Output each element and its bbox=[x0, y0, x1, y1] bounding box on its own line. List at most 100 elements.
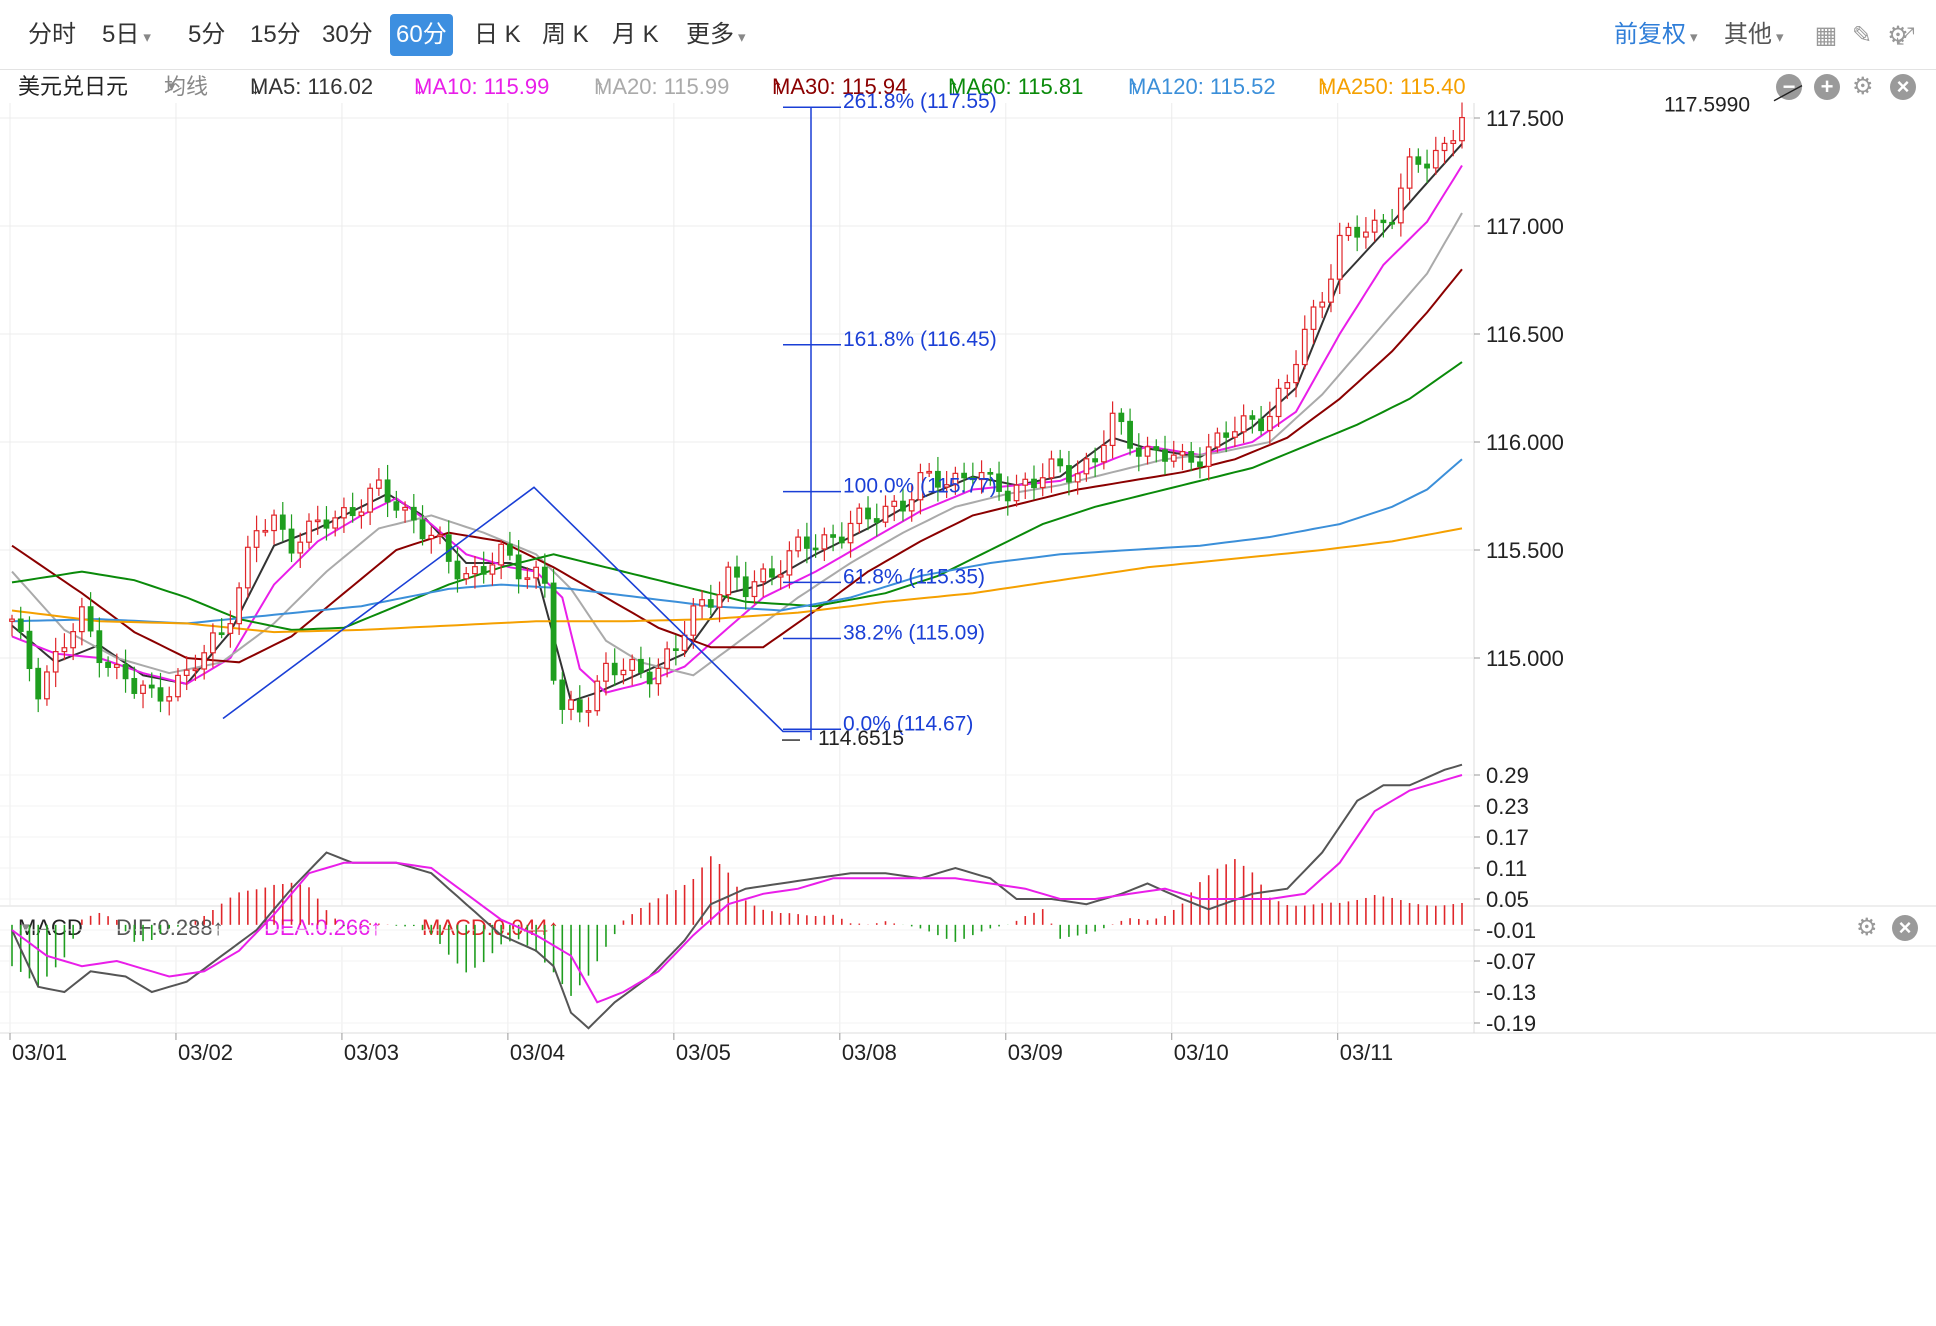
candle-body bbox=[113, 664, 120, 668]
chevron-down-icon: ▾ bbox=[1690, 29, 1698, 46]
adjust-dropdown[interactable]: 前复权 ▾ bbox=[1614, 14, 1698, 56]
candle-body bbox=[1223, 432, 1230, 438]
close-icon[interactable]: × bbox=[1890, 74, 1916, 100]
candle-body bbox=[594, 680, 601, 712]
candle-body bbox=[1170, 454, 1177, 462]
candle-body bbox=[297, 541, 304, 554]
candle-body bbox=[725, 566, 732, 596]
candle-body bbox=[1188, 451, 1195, 463]
wave-zigzag-line bbox=[222, 486, 811, 733]
candle-body bbox=[367, 487, 374, 513]
tab-15min[interactable]: 15分 bbox=[250, 21, 301, 48]
candle-body bbox=[856, 507, 863, 525]
candle-body bbox=[402, 506, 408, 511]
tab-daily-k[interactable]: 日 K bbox=[474, 21, 521, 48]
candle-body bbox=[847, 522, 854, 544]
line-ma250 bbox=[11, 527, 1463, 634]
candle-body bbox=[1013, 484, 1020, 502]
macd-tick-label: -0.19 bbox=[1486, 1011, 1536, 1036]
tab-weekly-k[interactable]: 周 K bbox=[542, 21, 589, 48]
expand-icon[interactable]: ⤢ bbox=[1895, 23, 1915, 50]
candle-body bbox=[742, 576, 749, 598]
line-ma120 bbox=[11, 458, 1463, 625]
candle-body bbox=[524, 577, 531, 580]
candle-body bbox=[812, 547, 819, 551]
candle-body bbox=[218, 632, 225, 636]
gear-icon[interactable]: ⚙ bbox=[1852, 73, 1874, 100]
candle-body bbox=[629, 658, 636, 671]
candle-body bbox=[131, 678, 138, 694]
candle-body bbox=[1057, 458, 1064, 467]
candle-body bbox=[1301, 328, 1308, 366]
grid-layout-icon[interactable]: ▦ bbox=[1814, 22, 1838, 49]
candle-body bbox=[734, 566, 740, 578]
tab-timeshare[interactable]: 分时 bbox=[28, 21, 76, 48]
line-ma10 bbox=[11, 164, 1463, 694]
candle-body bbox=[803, 536, 810, 549]
period-toolbar: 分时 5日 ▾ 5分 15分 30分 60分 日 K 周 K 月 K 更多 ▾ 前复… bbox=[0, 0, 1936, 70]
candle-body bbox=[498, 543, 505, 566]
candle-body bbox=[26, 630, 33, 670]
macd-tick-label: 0.29 bbox=[1486, 763, 1529, 788]
price-axis: 117.500 117.000 116.500 116.000 115.500 115.0… bbox=[1474, 106, 1564, 1036]
candle-body bbox=[961, 472, 968, 479]
grid-lines bbox=[0, 103, 1936, 1034]
candle-body bbox=[480, 566, 487, 575]
candle-body bbox=[210, 632, 216, 654]
chevron-down-icon: ▾ bbox=[22, 919, 30, 936]
price-tick-label: 116.000 bbox=[1486, 430, 1564, 455]
date-label: 03/03 bbox=[344, 1040, 399, 1065]
macd-value: MACD:0.044↑ bbox=[422, 915, 559, 940]
candle-body bbox=[44, 671, 50, 700]
candle-body bbox=[699, 599, 705, 607]
candle-body bbox=[969, 477, 976, 481]
candle-body bbox=[87, 606, 94, 632]
candle-body bbox=[341, 507, 347, 519]
candle-body bbox=[70, 631, 77, 649]
candle-body bbox=[410, 506, 417, 521]
tab-60min[interactable]: 60分 bbox=[390, 14, 453, 56]
tab-30min[interactable]: 30分 bbox=[322, 21, 373, 48]
chevron-down-icon: ▾ bbox=[738, 29, 746, 46]
candle-body bbox=[751, 581, 758, 598]
candle-body bbox=[306, 520, 312, 543]
candle-body bbox=[1415, 156, 1422, 165]
candle-body bbox=[1127, 420, 1133, 449]
minus-icon[interactable]: − bbox=[1776, 74, 1802, 100]
candle-body bbox=[1424, 163, 1430, 169]
indicator-label: 均线 bbox=[164, 74, 209, 99]
gear-icon[interactable]: ⚙ bbox=[1856, 914, 1878, 941]
candle-body bbox=[1066, 465, 1072, 483]
plus-icon[interactable]: + bbox=[1814, 74, 1840, 100]
dif-value: DIF:0.288↑ bbox=[116, 915, 224, 940]
candle-body bbox=[559, 679, 566, 710]
tab-5min[interactable]: 5分 bbox=[188, 21, 226, 48]
macd-panel bbox=[11, 763, 1463, 1030]
candle-body bbox=[646, 671, 653, 685]
close-icon[interactable]: × bbox=[1892, 915, 1918, 941]
more-menu[interactable]: 更多 ▾ bbox=[680, 14, 752, 56]
candle-body bbox=[515, 554, 522, 580]
macd-tick-label: 0.23 bbox=[1486, 794, 1529, 819]
candle-body bbox=[707, 599, 714, 608]
candle-body bbox=[61, 647, 68, 653]
draw-pen-icon[interactable]: ✎ bbox=[1851, 22, 1873, 49]
candle-body bbox=[1135, 447, 1142, 457]
other-dropdown[interactable]: 其他 ▾ bbox=[1724, 14, 1784, 56]
tab-monthly-k[interactable]: 月 K bbox=[612, 21, 659, 48]
tab-5day[interactable]: 5日 ▾ bbox=[96, 14, 157, 56]
line-ma60 bbox=[11, 361, 1463, 631]
candle-body bbox=[445, 534, 452, 562]
price-tick-label: 117.500 bbox=[1486, 106, 1564, 131]
candle-body bbox=[533, 566, 539, 579]
line-ma30 bbox=[11, 268, 1463, 664]
candle-body bbox=[175, 674, 181, 698]
price-tick-label: 116.500 bbox=[1486, 322, 1564, 347]
candle-body bbox=[105, 661, 111, 668]
candle-body bbox=[603, 662, 609, 682]
settings-gear-icon[interactable]: ⚙ bbox=[1887, 22, 1909, 49]
candle-body bbox=[332, 517, 339, 529]
candle-body bbox=[935, 470, 941, 488]
candle-body bbox=[271, 514, 277, 532]
